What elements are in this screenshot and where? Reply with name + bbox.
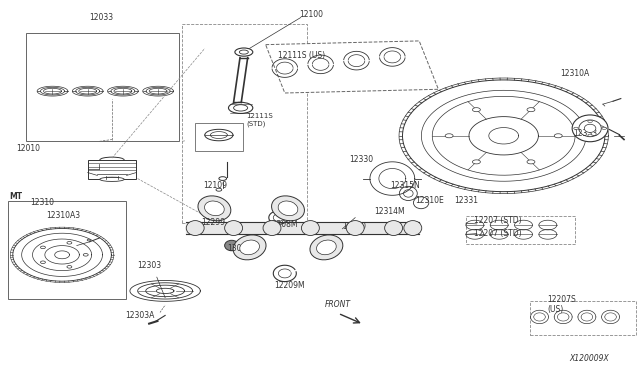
Ellipse shape bbox=[271, 196, 305, 221]
Text: 12303: 12303 bbox=[138, 261, 162, 270]
Text: 12310A: 12310A bbox=[560, 69, 589, 78]
Bar bbox=[530, 301, 636, 335]
Ellipse shape bbox=[527, 160, 535, 164]
Ellipse shape bbox=[404, 221, 422, 235]
Ellipse shape bbox=[205, 214, 220, 220]
Ellipse shape bbox=[198, 196, 231, 221]
Ellipse shape bbox=[225, 221, 243, 235]
Ellipse shape bbox=[584, 124, 596, 132]
Ellipse shape bbox=[67, 241, 72, 244]
Text: 12314M: 12314M bbox=[374, 207, 405, 216]
Text: 12207 (STD): 12207 (STD) bbox=[474, 216, 521, 225]
Ellipse shape bbox=[399, 186, 417, 201]
Ellipse shape bbox=[404, 190, 413, 197]
Ellipse shape bbox=[317, 240, 336, 255]
Text: MT: MT bbox=[10, 192, 23, 201]
Ellipse shape bbox=[346, 221, 364, 235]
Ellipse shape bbox=[100, 157, 124, 163]
Ellipse shape bbox=[588, 134, 593, 137]
Bar bbox=[182, 24, 307, 223]
Ellipse shape bbox=[83, 254, 88, 256]
Ellipse shape bbox=[385, 221, 403, 235]
Ellipse shape bbox=[235, 48, 253, 56]
Text: 12209M: 12209M bbox=[274, 281, 305, 290]
Text: X120009X: X120009X bbox=[570, 354, 609, 363]
Text: 12033: 12033 bbox=[89, 13, 113, 22]
Ellipse shape bbox=[40, 246, 45, 248]
Text: 12330: 12330 bbox=[349, 155, 373, 164]
Ellipse shape bbox=[445, 134, 453, 138]
Text: 12207 (STD): 12207 (STD) bbox=[474, 229, 521, 238]
Ellipse shape bbox=[278, 201, 298, 216]
Bar bbox=[466, 216, 575, 244]
Ellipse shape bbox=[40, 261, 45, 263]
Text: 12315N: 12315N bbox=[390, 181, 420, 190]
Ellipse shape bbox=[310, 235, 343, 260]
Bar bbox=[8, 201, 126, 299]
Text: 12100: 12100 bbox=[300, 10, 324, 19]
Text: 12299: 12299 bbox=[202, 218, 226, 227]
Ellipse shape bbox=[219, 177, 227, 180]
Text: 12111S
(STD): 12111S (STD) bbox=[246, 113, 273, 127]
Bar bbox=[88, 160, 136, 179]
Text: 12208M: 12208M bbox=[268, 220, 298, 229]
Text: 13021: 13021 bbox=[227, 244, 251, 253]
Text: 12200: 12200 bbox=[342, 222, 367, 231]
Text: 12207S
(US): 12207S (US) bbox=[547, 295, 576, 314]
Ellipse shape bbox=[472, 160, 481, 164]
Text: 12333: 12333 bbox=[573, 129, 597, 138]
Bar bbox=[26, 33, 179, 141]
Text: FRONT: FRONT bbox=[325, 300, 351, 309]
Ellipse shape bbox=[67, 266, 72, 268]
Ellipse shape bbox=[588, 120, 593, 122]
Ellipse shape bbox=[472, 108, 481, 112]
Text: 12310: 12310 bbox=[30, 198, 54, 206]
Ellipse shape bbox=[87, 239, 91, 241]
Ellipse shape bbox=[240, 240, 259, 255]
Ellipse shape bbox=[572, 115, 608, 142]
Text: 12010: 12010 bbox=[16, 144, 40, 153]
Ellipse shape bbox=[301, 221, 319, 235]
Text: 12310E: 12310E bbox=[415, 196, 444, 205]
Text: 12109: 12109 bbox=[204, 181, 228, 190]
Text: 12331: 12331 bbox=[454, 196, 479, 205]
Ellipse shape bbox=[186, 221, 204, 235]
Ellipse shape bbox=[239, 50, 248, 54]
Ellipse shape bbox=[554, 134, 562, 138]
Ellipse shape bbox=[527, 108, 535, 112]
Ellipse shape bbox=[579, 120, 602, 137]
Polygon shape bbox=[266, 41, 438, 93]
Ellipse shape bbox=[100, 177, 124, 182]
Text: 12303A: 12303A bbox=[125, 311, 154, 320]
Ellipse shape bbox=[574, 127, 579, 129]
Ellipse shape bbox=[216, 188, 222, 191]
Bar bbox=[195, 123, 243, 151]
Text: 12310A3: 12310A3 bbox=[46, 211, 80, 219]
Text: 12111S (US): 12111S (US) bbox=[278, 51, 326, 60]
Ellipse shape bbox=[233, 235, 266, 260]
Ellipse shape bbox=[205, 201, 224, 216]
Ellipse shape bbox=[225, 240, 239, 251]
Ellipse shape bbox=[263, 221, 281, 235]
Ellipse shape bbox=[413, 197, 429, 209]
Ellipse shape bbox=[228, 102, 253, 113]
Ellipse shape bbox=[602, 127, 607, 129]
Ellipse shape bbox=[234, 105, 248, 111]
